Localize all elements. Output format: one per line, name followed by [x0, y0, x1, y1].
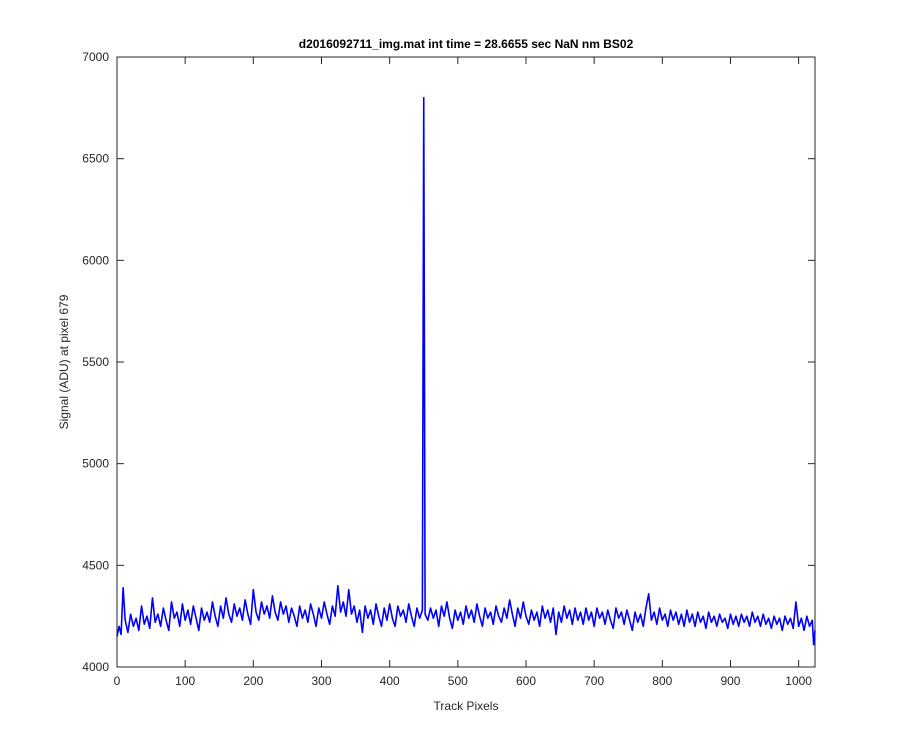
y-tick-label: 6000	[82, 253, 109, 267]
x-tick-label: 600	[516, 674, 536, 688]
y-tick-label: 4000	[82, 660, 109, 674]
x-tick-label: 300	[311, 674, 331, 688]
y-tick-label: 7000	[82, 50, 109, 64]
chart-title: d2016092711_img.mat int time = 28.6655 s…	[299, 37, 634, 51]
axes-box	[116, 56, 816, 668]
x-tick-label: 200	[243, 674, 263, 688]
y-tick-label: 5000	[82, 457, 109, 471]
x-tick-label: 800	[652, 674, 672, 688]
x-axis-ticks: 0 100 200 300 400 500 600 700 800 900 1000	[114, 57, 812, 688]
signal-series-line	[116, 96, 816, 646]
x-tick-label: 400	[380, 674, 400, 688]
x-tick-label: 500	[448, 674, 468, 688]
plot-area: 0 100 200 300 400 500 600 700 800 900 1000 4000 450…	[82, 50, 816, 688]
y-axis-label: Signal (ADU) at pixel 679	[57, 294, 71, 429]
y-tick-label: 4500	[82, 558, 109, 572]
y-tick-label: 6500	[82, 152, 109, 166]
x-tick-label: 900	[720, 674, 740, 688]
x-tick-label: 700	[584, 674, 604, 688]
x-tick-label: 1000	[785, 674, 812, 688]
x-tick-label: 0	[114, 674, 121, 688]
y-tick-label: 5500	[82, 355, 109, 369]
x-tick-label: 100	[175, 674, 195, 688]
y-axis-ticks: 4000 4500 5000 5500 6000 6500 7000	[82, 50, 815, 674]
x-axis-label: Track Pixels	[434, 699, 499, 713]
